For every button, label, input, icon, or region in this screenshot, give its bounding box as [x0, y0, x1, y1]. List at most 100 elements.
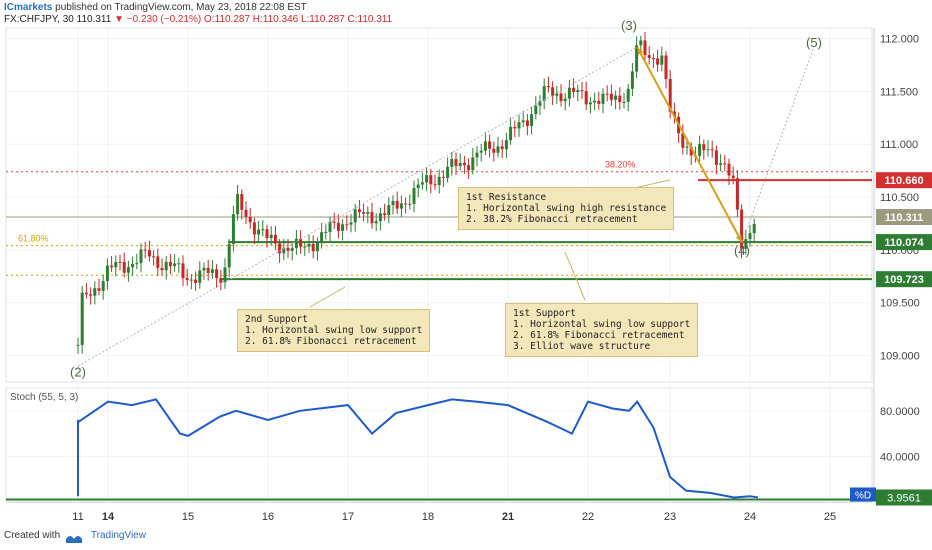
symbol-label[interactable]: FX:CHFJPY, 30 — [4, 14, 74, 25]
candle-body — [332, 221, 336, 223]
candle-body — [269, 234, 273, 239]
candle-body — [635, 45, 639, 72]
support1-note: 1st Support 1. Horizontal swing low supp… — [505, 303, 699, 357]
candle-body — [521, 120, 525, 123]
candle-body — [374, 221, 378, 224]
candle-body — [651, 58, 655, 60]
candle-body — [399, 203, 403, 209]
time-tick-label: 11 — [72, 511, 83, 523]
candle-body — [513, 126, 517, 129]
candle-body — [429, 175, 433, 185]
candle-body — [475, 152, 479, 158]
candle-body — [731, 175, 735, 179]
footer: Created with TradingView — [4, 530, 146, 541]
candle-body — [479, 150, 483, 153]
candle-body — [530, 114, 534, 127]
candle-body — [320, 232, 324, 243]
candle-body — [601, 93, 605, 104]
candle-body — [181, 263, 185, 279]
time-tick-label: 17 — [342, 511, 354, 523]
candle-body — [714, 150, 718, 165]
candle-body — [416, 184, 420, 189]
candle-body — [353, 209, 357, 223]
candle-body — [147, 250, 151, 257]
tradingview-link[interactable]: TradingView — [90, 530, 146, 541]
candle-body — [559, 93, 563, 102]
swing-arrow — [636, 46, 743, 243]
candle-body — [534, 105, 538, 115]
candle-body — [307, 243, 311, 247]
candle-body — [110, 265, 114, 268]
candle-body — [248, 216, 252, 223]
time-tick-label: 14 — [102, 511, 115, 523]
tradingview-logo-icon — [66, 536, 82, 543]
candle-body — [177, 263, 181, 265]
candle-body — [105, 265, 109, 282]
fibonacci-label: 38.20% — [605, 160, 636, 170]
candle-body — [446, 166, 450, 178]
candle-body — [378, 213, 382, 222]
candle-body — [500, 146, 504, 150]
candle-body — [412, 188, 416, 204]
candle-body — [345, 224, 349, 226]
wave-label: (2) — [70, 365, 86, 380]
candle-body — [219, 278, 223, 283]
candle-body — [118, 261, 122, 263]
arrow-head — [735, 234, 742, 243]
candle-body — [408, 203, 412, 205]
publisher-name[interactable]: ICmarkets — [4, 2, 53, 13]
candle-body — [236, 194, 240, 215]
published-text: published on TradingView.com, May 23, 20… — [55, 2, 307, 13]
candle-body — [681, 133, 685, 148]
candle-body — [614, 95, 618, 100]
candle-body — [467, 165, 471, 171]
candle-body — [294, 238, 298, 249]
candle-body — [89, 294, 93, 296]
candle-body — [362, 212, 366, 214]
candle-body — [215, 269, 219, 279]
candle-body — [131, 264, 135, 268]
candle-body — [643, 40, 647, 56]
candle-body — [450, 159, 454, 167]
candle-body — [286, 247, 290, 251]
candle-body — [173, 263, 177, 267]
stoch-value-box — [876, 489, 932, 506]
time-tick-label: 24 — [744, 511, 756, 523]
candle-body — [576, 90, 580, 92]
candle-body — [76, 344, 80, 346]
candle-body — [752, 223, 756, 234]
candle-body — [584, 91, 588, 105]
candle-body — [349, 222, 353, 225]
candle-body — [93, 288, 97, 296]
price-label-text: 110.311 — [885, 212, 924, 224]
candle-body — [509, 126, 513, 141]
candle-body — [744, 239, 748, 249]
candle-body — [168, 261, 172, 267]
candle-body — [336, 222, 340, 231]
candle-body — [664, 55, 668, 79]
candle-body — [492, 148, 496, 153]
price-tick-label: 110.500 — [880, 192, 919, 204]
candle-body — [488, 141, 492, 149]
candle-body — [122, 261, 126, 273]
candle-body — [156, 256, 160, 268]
stoch-value-label: 3.9561 — [887, 492, 921, 504]
candle-body — [698, 144, 702, 156]
last-price: 110.311 — [76, 14, 112, 25]
candle-body — [303, 246, 307, 248]
candle-body — [152, 256, 156, 258]
candle-body — [462, 162, 466, 166]
price-label-box — [876, 172, 932, 189]
candle-body — [244, 209, 248, 217]
candle-body — [290, 248, 294, 251]
candle-body — [391, 200, 395, 206]
candle-body — [97, 288, 101, 291]
candle-body — [206, 267, 210, 273]
candle-body — [483, 141, 487, 151]
candle-body — [311, 243, 315, 252]
series-name-label: %D — [855, 490, 871, 501]
price-tick-label: 109.500 — [880, 298, 920, 310]
price-label-text: 110.074 — [884, 237, 924, 249]
candle-body — [240, 194, 244, 210]
